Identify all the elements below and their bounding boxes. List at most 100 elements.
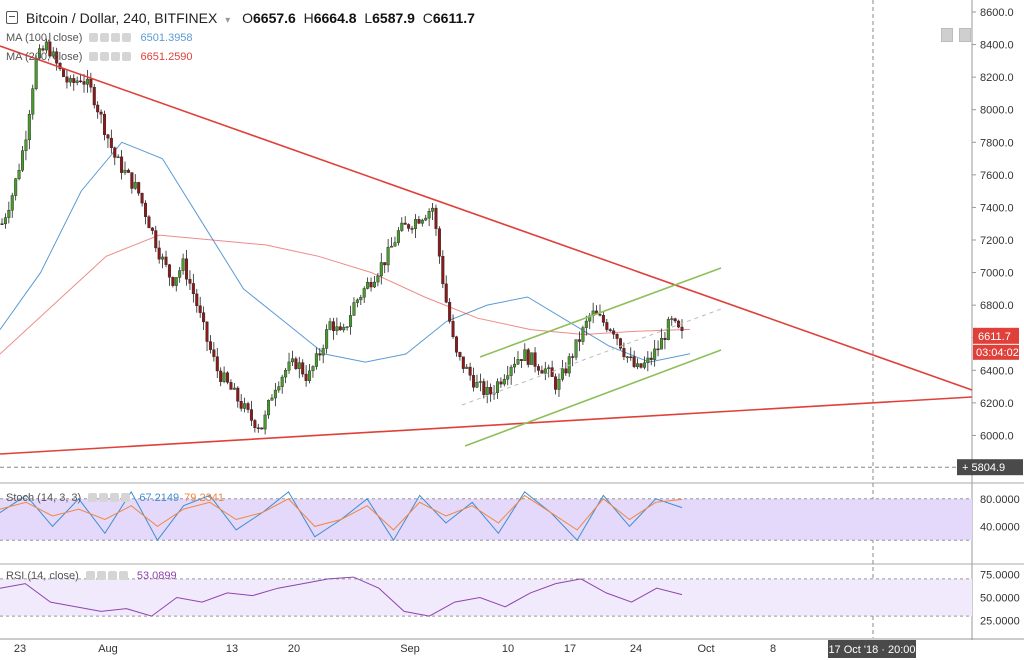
- crosshair-time-label: 17 Oct '18 · 20:00: [828, 644, 915, 656]
- candle-body: [437, 228, 441, 257]
- candle-body: [92, 86, 96, 106]
- eye-icon[interactable]: [85, 571, 95, 580]
- candle-body: [526, 349, 530, 365]
- drawings[interactable]: [0, 45, 973, 455]
- time-tick-label: 13: [226, 643, 238, 655]
- ma100-legend[interactable]: MA (100, close) 6501.3958: [6, 32, 193, 44]
- close-icon[interactable]: [118, 571, 128, 580]
- candle-body: [68, 78, 72, 83]
- candle-body: [472, 375, 476, 388]
- close-icon[interactable]: [122, 33, 132, 42]
- current-price-label: 6611.7: [978, 331, 1011, 343]
- pane-down-button[interactable]: [941, 28, 953, 42]
- candle-body: [536, 366, 540, 371]
- candle-body: [314, 353, 318, 367]
- time-tick-label: 17: [564, 643, 576, 655]
- candle-body: [31, 88, 35, 115]
- candle-body: [294, 358, 298, 369]
- candle-body: [612, 330, 616, 335]
- candle-body: [116, 156, 120, 159]
- countdown-label: 03:04:02: [976, 347, 1019, 359]
- stoch-legend[interactable]: Stoch (14, 3, 3) 67.2149 79.2341: [6, 492, 224, 504]
- candle-body: [540, 370, 544, 374]
- settings-icon[interactable]: [100, 52, 110, 61]
- candle-body: [164, 256, 168, 265]
- candle-body: [424, 217, 428, 221]
- more-icon[interactable]: [111, 52, 121, 61]
- candle-body: [362, 288, 366, 298]
- candle-body: [229, 382, 233, 390]
- candle-body: [533, 352, 537, 367]
- chevron-down-icon[interactable]: ▾: [225, 15, 231, 26]
- time-axis[interactable]: 23 Aug 13 20 Sep 10 17 24 Oct 8 17 Oct '18 · 20:00: [14, 640, 916, 658]
- candle-body: [670, 318, 674, 320]
- pane-up-button[interactable]: [959, 28, 971, 42]
- more-icon[interactable]: [111, 33, 121, 42]
- channel-mid-line: [461, 308, 722, 406]
- candle-body: [150, 227, 154, 231]
- eye-icon[interactable]: [89, 33, 99, 42]
- candle-body: [325, 329, 329, 349]
- candle-body: [284, 369, 288, 378]
- more-icon[interactable]: [110, 493, 120, 502]
- candle-body: [304, 373, 308, 381]
- ma200-legend[interactable]: MA (200, close) 6651.2590: [6, 51, 193, 63]
- candle-body: [212, 349, 216, 357]
- candle-body: [253, 420, 257, 428]
- price-axis[interactable]: 8600.0 8400.0 8200.0 8000.0 7800.0 7600.0 7400…: [957, 7, 1023, 476]
- candle-body: [109, 137, 113, 148]
- settings-icon[interactable]: [96, 571, 106, 580]
- candle-body: [413, 219, 417, 229]
- candle-body: [161, 256, 165, 260]
- candle-body: [24, 139, 28, 151]
- candle-body: [338, 326, 342, 331]
- candle-body: [79, 80, 83, 83]
- crosshair-price-tag: [957, 459, 1023, 476]
- candle-body: [513, 363, 517, 368]
- candle-body: [208, 341, 212, 350]
- crosshair-time-tag: [828, 640, 916, 658]
- candle-body: [311, 366, 315, 372]
- candle-body: [140, 192, 144, 204]
- collapse-legend-icon[interactable]: [6, 11, 18, 24]
- candle-body: [273, 389, 277, 399]
- candle-body: [256, 427, 260, 429]
- settings-icon[interactable]: [99, 493, 109, 502]
- candle-body: [188, 278, 192, 284]
- price-tick-label: 8400.0: [980, 40, 1014, 52]
- more-icon[interactable]: [107, 571, 117, 580]
- candle-body: [27, 114, 31, 141]
- candle-body: [434, 207, 438, 229]
- candle-body: [519, 359, 523, 361]
- candle-body: [376, 275, 380, 283]
- eye-icon[interactable]: [89, 52, 99, 61]
- close-icon[interactable]: [122, 52, 132, 61]
- candle-body: [89, 78, 93, 88]
- candle-body: [632, 356, 636, 367]
- price-tick-label: 7400.0: [980, 202, 1014, 214]
- candle-body: [120, 156, 124, 173]
- close-icon[interactable]: [121, 493, 131, 502]
- time-tick-label: Aug: [98, 643, 118, 655]
- candle-body: [321, 348, 325, 356]
- candle-body: [584, 320, 588, 328]
- time-tick-label: Oct: [697, 643, 714, 655]
- settings-icon[interactable]: [100, 33, 110, 42]
- rsi-legend[interactable]: RSI (14, close) 53.0899: [6, 570, 177, 582]
- candle-body: [99, 111, 103, 115]
- rsi-band: [0, 578, 972, 617]
- symbol-legend: Bitcoin / Dollar, 240, BITFINEX ▾ O6657.…: [6, 10, 475, 26]
- candle-body: [106, 134, 110, 139]
- candle-body: [277, 386, 281, 391]
- time-tick-label: 23: [14, 643, 26, 655]
- crosshair-price-label: + 5804.9: [962, 462, 1005, 474]
- candle-body: [598, 314, 602, 316]
- candle-body: [495, 381, 499, 393]
- eye-icon[interactable]: [88, 493, 98, 502]
- candle-body: [410, 228, 414, 230]
- candle-body: [557, 379, 561, 390]
- candle-body: [342, 326, 346, 331]
- candle-body: [3, 217, 7, 225]
- candle-body: [444, 283, 448, 303]
